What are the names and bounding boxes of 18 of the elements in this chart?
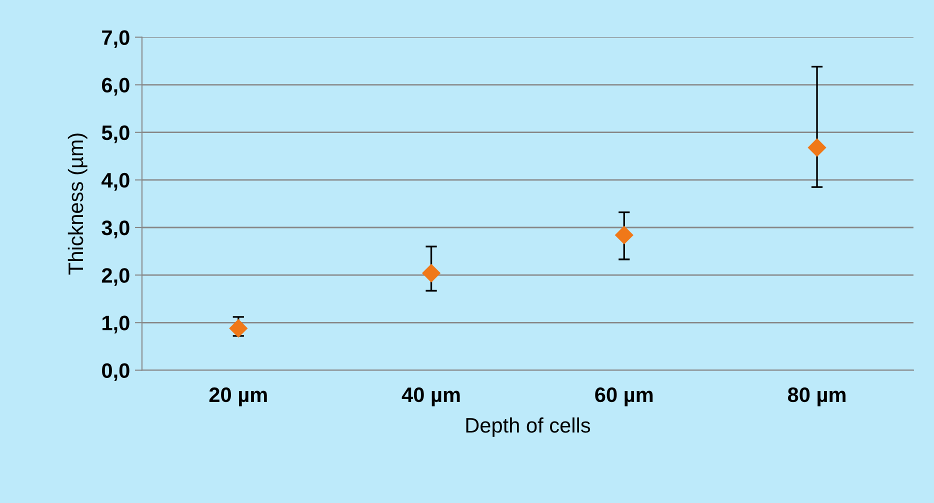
- x-tick-label: 40 µm: [402, 387, 460, 406]
- point: [614, 226, 634, 244]
- x-axis-title: Depth of cells: [466, 417, 590, 437]
- point: [808, 138, 826, 157]
- y-tick-label: 6,0: [102, 78, 130, 96]
- y-tick-label: 2,0: [102, 268, 130, 286]
- point: [229, 319, 248, 338]
- x-tick-label: 20 µm: [209, 387, 267, 406]
- point: [422, 264, 441, 282]
- x-tick-label: 80 µm: [788, 387, 846, 406]
- y-tick-label: 1,0: [102, 316, 130, 334]
- y-tick-label: 3,0: [102, 220, 130, 238]
- y-tick-label: 0,0: [102, 363, 130, 381]
- y-axis-title: Thickness (µm): [68, 134, 88, 275]
- x-tick-label: 60 µm: [595, 387, 653, 406]
- y-tick-label: 5,0: [102, 125, 130, 144]
- y-tick-label: 4,0: [102, 172, 130, 191]
- y-tick-label: 7,0: [102, 30, 130, 48]
